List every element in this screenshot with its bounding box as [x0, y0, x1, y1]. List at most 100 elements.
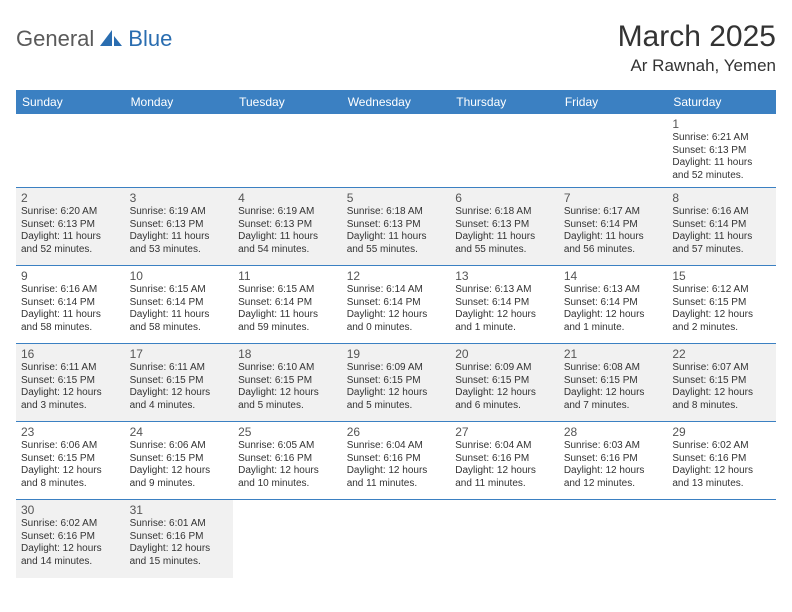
day-number: 4	[238, 191, 337, 205]
calendar-cell: 3Sunrise: 6:19 AMSunset: 6:13 PMDaylight…	[125, 188, 234, 266]
calendar-cell	[450, 114, 559, 188]
day-number: 6	[455, 191, 554, 205]
calendar-cell: 24Sunrise: 6:06 AMSunset: 6:15 PMDayligh…	[125, 422, 234, 500]
day-info: Sunrise: 6:05 AMSunset: 6:16 PMDaylight:…	[238, 440, 337, 490]
day-info: Sunrise: 6:02 AMSunset: 6:16 PMDaylight:…	[21, 518, 120, 568]
calendar-cell	[342, 500, 451, 578]
calendar-cell	[559, 114, 668, 188]
day-number: 10	[130, 269, 229, 283]
day-info: Sunrise: 6:13 AMSunset: 6:14 PMDaylight:…	[455, 284, 554, 334]
day-number: 30	[21, 503, 120, 517]
logo-text-general: General	[16, 26, 94, 52]
day-info: Sunrise: 6:18 AMSunset: 6:13 PMDaylight:…	[455, 206, 554, 256]
calendar-cell: 27Sunrise: 6:04 AMSunset: 6:16 PMDayligh…	[450, 422, 559, 500]
col-tuesday: Tuesday	[233, 90, 342, 114]
day-info: Sunrise: 6:06 AMSunset: 6:15 PMDaylight:…	[130, 440, 229, 490]
day-number: 11	[238, 269, 337, 283]
calendar-cell: 11Sunrise: 6:15 AMSunset: 6:14 PMDayligh…	[233, 266, 342, 344]
calendar-cell: 15Sunrise: 6:12 AMSunset: 6:15 PMDayligh…	[667, 266, 776, 344]
day-number: 12	[347, 269, 446, 283]
day-info: Sunrise: 6:16 AMSunset: 6:14 PMDaylight:…	[672, 206, 771, 256]
month-title: March 2025	[618, 20, 776, 54]
day-number: 2	[21, 191, 120, 205]
col-monday: Monday	[125, 90, 234, 114]
calendar-cell: 29Sunrise: 6:02 AMSunset: 6:16 PMDayligh…	[667, 422, 776, 500]
day-number: 22	[672, 347, 771, 361]
calendar-row: 9Sunrise: 6:16 AMSunset: 6:14 PMDaylight…	[16, 266, 776, 344]
day-number: 7	[564, 191, 663, 205]
calendar-cell: 9Sunrise: 6:16 AMSunset: 6:14 PMDaylight…	[16, 266, 125, 344]
calendar-cell	[450, 500, 559, 578]
calendar-table: Sunday Monday Tuesday Wednesday Thursday…	[16, 90, 776, 578]
calendar-cell: 17Sunrise: 6:11 AMSunset: 6:15 PMDayligh…	[125, 344, 234, 422]
day-info: Sunrise: 6:04 AMSunset: 6:16 PMDaylight:…	[347, 440, 446, 490]
calendar-cell: 20Sunrise: 6:09 AMSunset: 6:15 PMDayligh…	[450, 344, 559, 422]
day-info: Sunrise: 6:08 AMSunset: 6:15 PMDaylight:…	[564, 362, 663, 412]
day-info: Sunrise: 6:16 AMSunset: 6:14 PMDaylight:…	[21, 284, 120, 334]
day-number: 3	[130, 191, 229, 205]
calendar-row: 1Sunrise: 6:21 AMSunset: 6:13 PMDaylight…	[16, 114, 776, 188]
calendar-cell: 26Sunrise: 6:04 AMSunset: 6:16 PMDayligh…	[342, 422, 451, 500]
day-info: Sunrise: 6:09 AMSunset: 6:15 PMDaylight:…	[455, 362, 554, 412]
day-number: 17	[130, 347, 229, 361]
header: General Blue March 2025 Ar Rawnah, Yemen	[16, 20, 776, 76]
day-info: Sunrise: 6:11 AMSunset: 6:15 PMDaylight:…	[130, 362, 229, 412]
calendar-cell: 18Sunrise: 6:10 AMSunset: 6:15 PMDayligh…	[233, 344, 342, 422]
day-info: Sunrise: 6:21 AMSunset: 6:13 PMDaylight:…	[672, 132, 771, 182]
day-number: 15	[672, 269, 771, 283]
calendar-cell	[233, 114, 342, 188]
col-saturday: Saturday	[667, 90, 776, 114]
day-number: 20	[455, 347, 554, 361]
sail-icon	[98, 28, 124, 51]
day-number: 16	[21, 347, 120, 361]
day-number: 29	[672, 425, 771, 439]
day-info: Sunrise: 6:18 AMSunset: 6:13 PMDaylight:…	[347, 206, 446, 256]
calendar-cell	[233, 500, 342, 578]
day-info: Sunrise: 6:07 AMSunset: 6:15 PMDaylight:…	[672, 362, 771, 412]
day-number: 13	[455, 269, 554, 283]
day-number: 28	[564, 425, 663, 439]
calendar-cell: 8Sunrise: 6:16 AMSunset: 6:14 PMDaylight…	[667, 188, 776, 266]
calendar-cell	[16, 114, 125, 188]
day-number: 18	[238, 347, 337, 361]
calendar-cell: 6Sunrise: 6:18 AMSunset: 6:13 PMDaylight…	[450, 188, 559, 266]
calendar-cell: 28Sunrise: 6:03 AMSunset: 6:16 PMDayligh…	[559, 422, 668, 500]
calendar-row: 2Sunrise: 6:20 AMSunset: 6:13 PMDaylight…	[16, 188, 776, 266]
day-number: 1	[672, 117, 771, 131]
calendar-body: 1Sunrise: 6:21 AMSunset: 6:13 PMDaylight…	[16, 114, 776, 578]
calendar-cell: 25Sunrise: 6:05 AMSunset: 6:16 PMDayligh…	[233, 422, 342, 500]
day-number: 9	[21, 269, 120, 283]
col-wednesday: Wednesday	[342, 90, 451, 114]
day-number: 26	[347, 425, 446, 439]
title-block: March 2025 Ar Rawnah, Yemen	[618, 20, 776, 76]
calendar-cell: 23Sunrise: 6:06 AMSunset: 6:15 PMDayligh…	[16, 422, 125, 500]
day-number: 27	[455, 425, 554, 439]
day-info: Sunrise: 6:19 AMSunset: 6:13 PMDaylight:…	[238, 206, 337, 256]
day-info: Sunrise: 6:09 AMSunset: 6:15 PMDaylight:…	[347, 362, 446, 412]
day-info: Sunrise: 6:12 AMSunset: 6:15 PMDaylight:…	[672, 284, 771, 334]
calendar-cell: 31Sunrise: 6:01 AMSunset: 6:16 PMDayligh…	[125, 500, 234, 578]
day-info: Sunrise: 6:06 AMSunset: 6:15 PMDaylight:…	[21, 440, 120, 490]
calendar-cell: 7Sunrise: 6:17 AMSunset: 6:14 PMDaylight…	[559, 188, 668, 266]
calendar-cell: 30Sunrise: 6:02 AMSunset: 6:16 PMDayligh…	[16, 500, 125, 578]
calendar-cell	[125, 114, 234, 188]
col-sunday: Sunday	[16, 90, 125, 114]
day-number: 23	[21, 425, 120, 439]
day-number: 31	[130, 503, 229, 517]
day-info: Sunrise: 6:03 AMSunset: 6:16 PMDaylight:…	[564, 440, 663, 490]
day-info: Sunrise: 6:19 AMSunset: 6:13 PMDaylight:…	[130, 206, 229, 256]
day-info: Sunrise: 6:01 AMSunset: 6:16 PMDaylight:…	[130, 518, 229, 568]
calendar-cell: 19Sunrise: 6:09 AMSunset: 6:15 PMDayligh…	[342, 344, 451, 422]
day-info: Sunrise: 6:13 AMSunset: 6:14 PMDaylight:…	[564, 284, 663, 334]
day-info: Sunrise: 6:10 AMSunset: 6:15 PMDaylight:…	[238, 362, 337, 412]
calendar-cell: 21Sunrise: 6:08 AMSunset: 6:15 PMDayligh…	[559, 344, 668, 422]
day-number: 19	[347, 347, 446, 361]
calendar-row: 30Sunrise: 6:02 AMSunset: 6:16 PMDayligh…	[16, 500, 776, 578]
calendar-cell: 12Sunrise: 6:14 AMSunset: 6:14 PMDayligh…	[342, 266, 451, 344]
day-info: Sunrise: 6:15 AMSunset: 6:14 PMDaylight:…	[238, 284, 337, 334]
location: Ar Rawnah, Yemen	[618, 56, 776, 76]
calendar-cell: 5Sunrise: 6:18 AMSunset: 6:13 PMDaylight…	[342, 188, 451, 266]
weekday-header-row: Sunday Monday Tuesday Wednesday Thursday…	[16, 90, 776, 114]
calendar-cell: 2Sunrise: 6:20 AMSunset: 6:13 PMDaylight…	[16, 188, 125, 266]
day-info: Sunrise: 6:04 AMSunset: 6:16 PMDaylight:…	[455, 440, 554, 490]
